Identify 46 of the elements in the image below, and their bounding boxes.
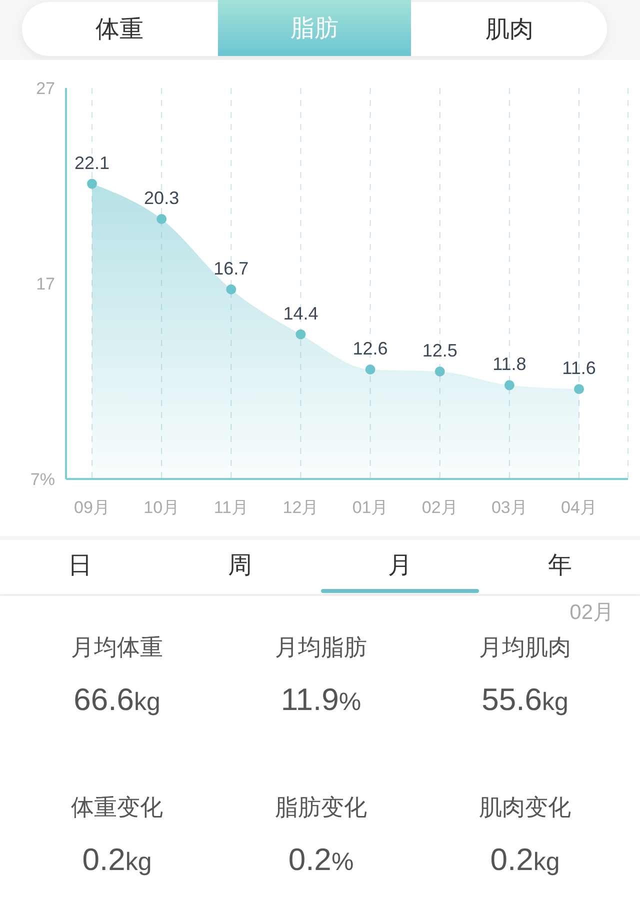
text: 月均脂肪 (275, 634, 367, 660)
data-label: 12.5 (422, 340, 458, 360)
text: 0.2kg (490, 842, 560, 877)
tab[interactable]: 周 (160, 540, 320, 590)
text: 月均肌肉 (479, 634, 571, 660)
x-tick-label: 10月 (144, 498, 180, 518)
text: 11.9% (280, 682, 362, 717)
x-tick-label: 11月 (214, 498, 248, 518)
point (87, 178, 97, 189)
point (434, 366, 445, 376)
y-tick-label: 17 (36, 274, 55, 294)
tab[interactable]: 体重 (22, 2, 217, 56)
point (504, 380, 514, 390)
text: 脂肪变化 (275, 794, 367, 820)
data-label: 20.3 (144, 188, 180, 208)
x-tick-label: 01月 (352, 498, 388, 518)
tab[interactable]: 年 (480, 540, 640, 590)
data-label: 11.8 (492, 354, 526, 374)
text: 月均体重 (71, 634, 163, 660)
point (226, 284, 236, 294)
text: 55.6kg (482, 682, 568, 717)
text: 体重变化 (71, 794, 163, 820)
x-tick-label: 03月 (491, 498, 528, 518)
data-label: 16.7 (214, 258, 249, 278)
data-label: 22.1 (74, 152, 110, 173)
point (296, 329, 306, 340)
data-label: 12.6 (352, 338, 388, 359)
y-tick-label: 27 (36, 79, 55, 98)
data-label: 14.4 (283, 303, 318, 324)
x-tick-label: 09月 (74, 498, 110, 518)
tab[interactable]: 肌肉 (412, 2, 607, 56)
text: 02月 (570, 601, 614, 624)
point (365, 364, 376, 375)
text: 66.6kg (74, 682, 160, 717)
point (156, 214, 167, 224)
data-label: 11.6 (562, 358, 596, 378)
x-tick-label: 02月 (422, 498, 458, 518)
point (574, 384, 584, 394)
text: 肌肉变化 (479, 794, 571, 820)
x-tick-label: 04月 (561, 498, 597, 518)
text: 0.2% (288, 842, 354, 877)
x-tick-label: 12月 (282, 498, 319, 518)
text: 0.2kg (82, 842, 152, 877)
y-tick-label: 7% (30, 470, 55, 490)
tab[interactable]: 月 (320, 540, 480, 590)
tab[interactable]: 日 (0, 540, 160, 590)
